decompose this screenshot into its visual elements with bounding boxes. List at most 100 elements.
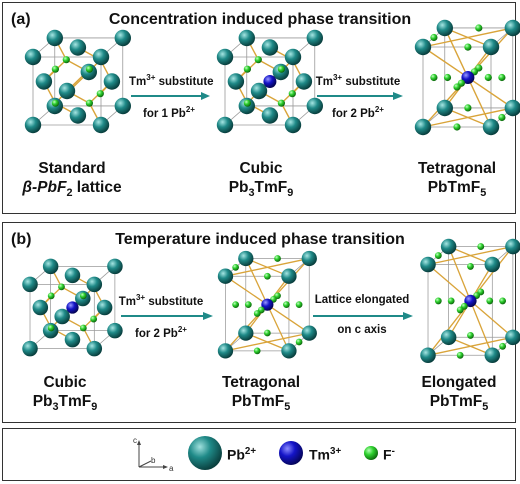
- pb-atom: [440, 238, 457, 255]
- pb-atom: [24, 116, 42, 134]
- f-atom: [244, 301, 252, 309]
- f-atom: [430, 33, 438, 42]
- f-atom: [453, 123, 461, 131]
- pb-atom: [46, 29, 63, 47]
- axis-b-label: b: [151, 456, 156, 465]
- caption-elongated-pbtmf5: Elongated PbTmF5: [421, 374, 497, 414]
- tm-atom: [461, 71, 475, 84]
- f-atom: [295, 338, 303, 346]
- f-atom: [264, 329, 271, 337]
- panel-a-title: Concentration induced phase transition: [108, 11, 412, 28]
- pb-atom: [24, 48, 42, 66]
- panel-b-label: (b): [11, 231, 32, 248]
- arrow-a2-label: Tm3+ substitute: [315, 73, 401, 88]
- arrow-a1-label: Tm3+ substitute: [129, 73, 214, 88]
- f-atom: [85, 99, 93, 107]
- f-atom: [96, 90, 104, 98]
- f-atom: [475, 24, 483, 32]
- caption-tetragonal-pbtmf5-b: Tetragonal PbTmF5: [221, 374, 301, 414]
- f-atom: [467, 332, 474, 339]
- f-atom: [499, 342, 507, 350]
- pb-atom: [216, 116, 234, 134]
- pb-atom: [301, 325, 317, 341]
- pb-atom: [436, 99, 453, 117]
- f-atom: [51, 65, 60, 73]
- pb-atom: [484, 347, 501, 364]
- pb-atom: [114, 29, 131, 47]
- pb-atom: [301, 250, 317, 267]
- f-atom: [79, 292, 87, 300]
- structure-tetragonal-pbtmf5: [414, 19, 520, 136]
- pb-atom: [54, 308, 70, 325]
- pb-atom: [436, 19, 453, 37]
- pb-atom: [238, 29, 255, 47]
- pb-atom: [217, 268, 234, 284]
- pb-atom: [484, 256, 501, 273]
- pb-atom: [32, 299, 49, 316]
- pb-atom: [69, 39, 87, 56]
- f-atom: [477, 243, 485, 250]
- f-atom: [243, 65, 251, 73]
- legend-panel: c b a Pb2+ Tm3+ F-: [2, 428, 516, 481]
- f-atom: [90, 315, 98, 323]
- f-atom: [484, 73, 492, 82]
- pb-atom: [96, 299, 113, 316]
- pb-atom: [238, 250, 254, 267]
- legend-f-label: F-: [383, 446, 395, 463]
- panel-concentration: (a) Concentration induced phase transiti…: [2, 2, 520, 214]
- pb-atom: [35, 73, 53, 90]
- pb-atom: [440, 329, 457, 346]
- f-atom: [253, 347, 261, 355]
- f-atom: [486, 297, 494, 305]
- pb-atom: [281, 343, 297, 359]
- structure-tetragonal-pbtmf5-b: [217, 250, 317, 359]
- tm-atom: [464, 294, 477, 308]
- f-atom: [243, 99, 251, 107]
- pb-atom: [107, 322, 123, 339]
- pb-atom: [86, 276, 103, 293]
- legend-pb-label: Pb2+: [227, 446, 257, 463]
- pb-atom: [107, 258, 123, 275]
- pb-atom: [64, 331, 81, 348]
- arrow-b2-label: Lattice elongated: [314, 294, 410, 306]
- f-atom: [47, 324, 55, 332]
- tm-atom: [263, 75, 277, 88]
- tm-atom: [66, 301, 79, 314]
- pb-atom: [217, 343, 234, 359]
- pb-atom: [69, 107, 87, 124]
- pb-atom: [92, 116, 110, 134]
- f-atom: [443, 73, 452, 82]
- pb-atom: [482, 38, 500, 56]
- structure-elongated-pbtmf5: [420, 238, 520, 364]
- pb-atom: [216, 48, 234, 66]
- f-atom: [51, 99, 60, 107]
- f-atom: [277, 99, 285, 107]
- caption-tetragonal-pbtmf5: Tetragonal PbTmF5: [417, 160, 497, 200]
- pb-atom: [92, 48, 110, 66]
- legend-tm-label: Tm3+: [309, 446, 342, 463]
- arrow-a2-label2: for 2 Pb2+: [332, 105, 384, 120]
- f-atom: [253, 310, 261, 317]
- panel-b-title: Temperature induced phase transition: [115, 231, 405, 248]
- pb-atom: [238, 325, 254, 341]
- f-atom: [499, 297, 507, 305]
- f-atom: [498, 113, 506, 122]
- f-atom: [232, 301, 239, 309]
- tm-atom: [261, 298, 274, 311]
- pb-atom: [414, 38, 432, 56]
- pb-atom: [505, 238, 520, 255]
- pb-atom: [504, 19, 520, 37]
- pb-atom: [250, 82, 268, 100]
- arrow-b1-label2: for 2 Pb2+: [135, 325, 187, 340]
- axis-triad-icon: c b a: [133, 436, 174, 473]
- pb-atom: [103, 73, 121, 90]
- pb-atom: [42, 258, 59, 275]
- caption-cubic-pb3tmf9-b: Cubic Pb3TmF9: [32, 374, 98, 414]
- f-atom: [62, 56, 70, 64]
- f-atom: [434, 252, 442, 259]
- f-atom: [464, 43, 472, 51]
- f-atom: [277, 65, 285, 73]
- pb-atom: [114, 97, 131, 115]
- pb-atom: [86, 340, 103, 357]
- pb-atom: [284, 116, 302, 134]
